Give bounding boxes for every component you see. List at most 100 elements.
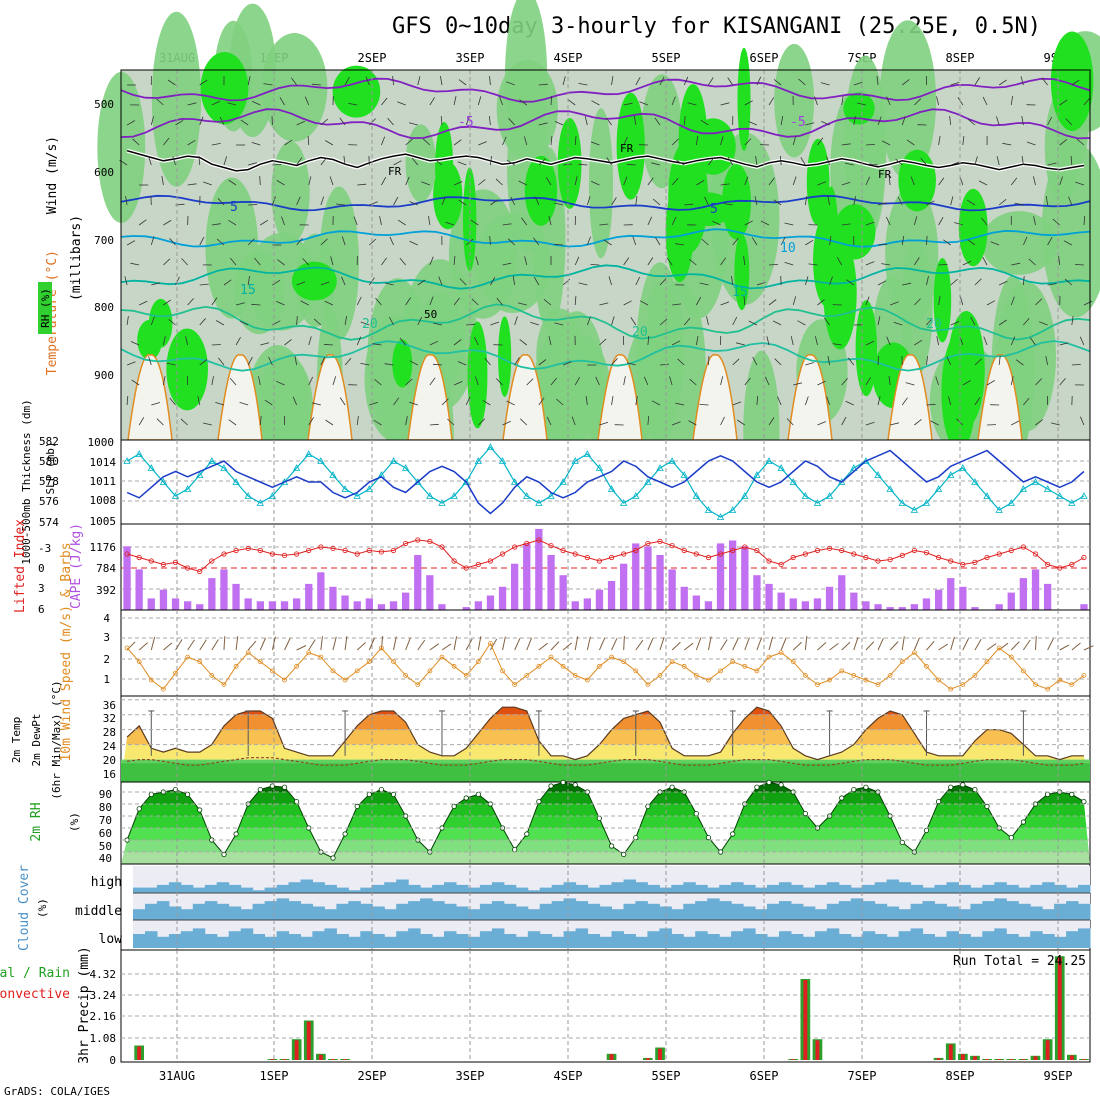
wind-barb [126, 240, 136, 246]
wind-point [1008, 654, 1014, 660]
wind-barb [538, 397, 545, 406]
cloud-cell [503, 884, 517, 893]
wind-barb [550, 377, 558, 386]
wind-barb [768, 299, 777, 306]
wind-barb [797, 320, 806, 326]
wind-barb [545, 177, 552, 186]
wind-barb [744, 176, 749, 186]
wind-point [1081, 673, 1087, 678]
li-point [366, 547, 372, 554]
wind-barb [983, 336, 988, 346]
wind-barb [768, 417, 775, 426]
wind-barb [1059, 342, 1069, 346]
wind-barb [623, 376, 626, 386]
wind-barb [180, 418, 188, 426]
wind-barb [732, 237, 739, 246]
wind-barb [365, 76, 370, 86]
wind-barb [373, 419, 382, 426]
wind-barb [792, 296, 797, 306]
cloud-cell [1030, 931, 1043, 948]
wind-barb [877, 116, 882, 126]
rh-point [645, 803, 651, 810]
cloud-cell [133, 887, 146, 893]
cloud-label: Cloud Cover [17, 865, 32, 951]
wind-point [463, 673, 469, 678]
wind-barb [530, 321, 540, 326]
cloud-cell [635, 882, 648, 893]
wind-barb [780, 637, 787, 651]
wind-barb [554, 243, 564, 246]
wind-barb [926, 235, 928, 246]
cape-bar [704, 601, 713, 610]
wind-point [391, 659, 396, 665]
cape-bar [910, 604, 918, 610]
wind-barb [571, 416, 576, 426]
wind-point [730, 659, 736, 665]
wind-barb [308, 176, 312, 186]
rh-point [185, 791, 191, 798]
wind-barb [888, 176, 891, 186]
wind-point [560, 663, 566, 669]
wind-barb [844, 162, 854, 166]
cloud-cell [204, 884, 218, 893]
wind-barb [211, 223, 221, 226]
wind-barb [399, 257, 406, 266]
wind-barb [533, 276, 540, 286]
rh-point [1045, 791, 1051, 798]
wind-barb [296, 315, 298, 326]
thickness-slp-lines [121, 440, 1090, 524]
slp-point [571, 457, 579, 464]
li-point [584, 554, 590, 561]
wind-barb [247, 76, 251, 86]
wind-barb [199, 639, 207, 651]
wind-barb [773, 199, 782, 206]
date-label: 3SEP [456, 1069, 485, 1083]
cloud-cell [731, 931, 744, 948]
wind-barb [405, 176, 410, 186]
wind-barb [218, 357, 225, 366]
slp-point [135, 450, 143, 457]
rh-patch-high [806, 138, 830, 226]
rh-point [293, 798, 300, 805]
isotherm-line [120, 340, 1091, 372]
wind-barb [950, 321, 960, 326]
wind-barb [751, 237, 758, 246]
cape-bar [668, 569, 676, 610]
wind-barb [720, 136, 724, 146]
li-point [330, 545, 336, 552]
wind-barb [393, 397, 400, 406]
slp-point [510, 478, 519, 485]
cloud-cell [838, 884, 852, 893]
li-point [560, 547, 566, 554]
wind-barb [888, 376, 891, 386]
wind-barb [865, 261, 875, 266]
wind-barb [150, 116, 154, 126]
slp-point [450, 492, 458, 499]
wind-point [512, 682, 518, 687]
y-tick: 800 [94, 301, 114, 314]
temperature-contours [120, 77, 1091, 372]
wind-barb [865, 421, 875, 426]
wind-barb [689, 258, 697, 266]
wind-barb [815, 336, 818, 346]
wind-barb [524, 136, 528, 146]
cloud-cell [862, 931, 876, 948]
wind-barb [356, 642, 366, 651]
wind-barb [654, 117, 661, 126]
cloud-cell [874, 903, 888, 920]
slp-point [208, 457, 216, 464]
precip-convective-bar [270, 1059, 275, 1060]
rh-patch [151, 11, 202, 187]
minmax-label: (6hr Min/Max) (°C) [50, 680, 63, 799]
wind-barb [832, 343, 842, 346]
cloud-cell [563, 898, 577, 920]
date-label: 5SEP [652, 1069, 681, 1083]
wind-point [972, 673, 978, 678]
wind-barb [804, 636, 808, 651]
wind-point [778, 650, 784, 655]
li-point [839, 547, 845, 554]
wind-barb [477, 636, 482, 651]
wind-barb [203, 181, 212, 186]
wind-barb [320, 636, 323, 651]
slp-point [850, 464, 858, 471]
